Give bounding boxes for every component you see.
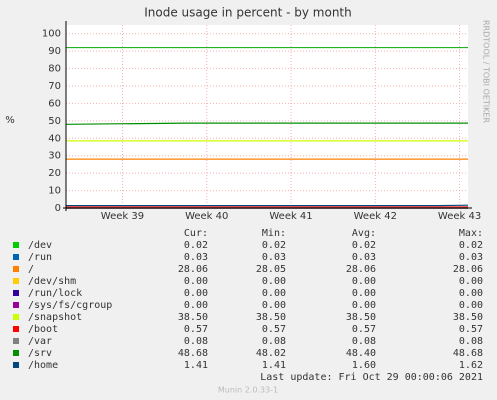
legend-stat: 0.08 [459, 336, 483, 347]
legend-label: / [28, 264, 34, 275]
legend-header: Min: [262, 228, 286, 239]
legend-swatch [13, 278, 19, 284]
legend-stat: 0.57 [184, 324, 208, 335]
legend-label: /run [28, 252, 52, 263]
legend-stat: 0.00 [184, 288, 208, 299]
legend-swatch [13, 254, 19, 260]
legend-stat: 1.41 [184, 360, 208, 371]
legend-stat: 0.00 [184, 300, 208, 311]
legend-stat: 28.06 [453, 264, 483, 275]
y-tick-label: 50 [48, 116, 61, 127]
legend-stat: 0.00 [459, 288, 483, 299]
legend-stat: 38.50 [346, 312, 376, 323]
y-tick-label: 40 [48, 133, 61, 144]
legend-header: Avg: [352, 228, 376, 239]
legend-stat: 1.60 [352, 360, 376, 371]
y-tick-label: 10 [48, 186, 61, 197]
legend-stat: 0.08 [262, 336, 286, 347]
legend-label: /snapshot [28, 312, 82, 323]
legend-stat: 0.00 [352, 288, 376, 299]
legend-stat: 0.00 [262, 300, 286, 311]
y-tick-label: 90 [48, 46, 61, 57]
y-axis-label: % [5, 115, 15, 126]
x-tick-label: Week 40 [185, 211, 228, 222]
legend-stat: 0.02 [184, 240, 208, 251]
legend-stat: 0.00 [262, 288, 286, 299]
legend-stat: 0.57 [262, 324, 286, 335]
legend-stat: 0.03 [352, 252, 376, 263]
legend-swatch [13, 302, 19, 308]
plot-area [66, 25, 468, 208]
footer: Munin 2.0.33-1 [218, 386, 278, 395]
legend-label: /srv [28, 348, 52, 359]
legend-stat: 48.68 [178, 348, 208, 359]
legend-swatch [13, 338, 19, 344]
legend-stat: 48.40 [346, 348, 376, 359]
legend-stat: 0.00 [459, 300, 483, 311]
legend-swatch [13, 290, 19, 296]
legend-stat: 38.50 [256, 312, 286, 323]
chart-title: Inode usage in percent - by month [144, 6, 351, 20]
legend-stat: 0.03 [184, 252, 208, 263]
y-tick-label: 30 [48, 151, 61, 162]
legend-swatch [13, 314, 19, 320]
legend-stat: 1.41 [262, 360, 286, 371]
legend-stat: 0.02 [352, 240, 376, 251]
legend-stat: 0.00 [352, 300, 376, 311]
y-tick-label: 100 [42, 29, 61, 40]
legend-swatch [13, 266, 19, 272]
legend-swatch [13, 326, 19, 332]
last-update: Last update: Fri Oct 29 00:00:06 2021 [260, 372, 483, 383]
legend-stat: 28.05 [256, 264, 286, 275]
legend-stat: 28.06 [346, 264, 376, 275]
legend-stat: 0.02 [262, 240, 286, 251]
legend-header: Max: [459, 228, 483, 239]
legend-stat: 0.00 [262, 276, 286, 287]
legend-swatch [13, 362, 19, 368]
legend-stat: 38.50 [178, 312, 208, 323]
legend-stat: 0.00 [184, 276, 208, 287]
series-line [65, 122, 468, 125]
legend-stat: 28.06 [178, 264, 208, 275]
legend-stat: 38.50 [453, 312, 483, 323]
legend-stat: 48.02 [256, 348, 286, 359]
legend-stat: 0.08 [184, 336, 208, 347]
legend-label: /home [28, 360, 58, 371]
y-tick-label: 0 [55, 203, 61, 214]
legend-label: /var [28, 336, 52, 347]
legend-stat: 0.57 [459, 324, 483, 335]
legend-label: /dev [28, 240, 52, 251]
y-tick-label: 20 [48, 168, 61, 179]
legend-stat: 0.08 [352, 336, 376, 347]
legend-stat: 0.57 [352, 324, 376, 335]
side-label: RRDTOOL / TOBI OETIKER [482, 20, 491, 123]
legend-stat: 0.03 [459, 252, 483, 263]
legend-label: /boot [28, 324, 58, 335]
legend-stat: 0.02 [459, 240, 483, 251]
legend-stat: 1.62 [459, 360, 483, 371]
legend-stat: 0.03 [262, 252, 286, 263]
legend-label: /sys/fs/cgroup [28, 300, 112, 311]
legend-stat: 0.00 [459, 276, 483, 287]
x-tick-label: Week 42 [354, 211, 397, 222]
legend-header: Cur: [184, 228, 208, 239]
legend-stat: 48.68 [453, 348, 483, 359]
legend-swatch [13, 242, 19, 248]
legend-stat: 0.00 [352, 276, 376, 287]
x-tick-label: Week 43 [438, 211, 481, 222]
y-tick-label: 80 [48, 64, 61, 75]
x-tick-label: Week 41 [269, 211, 312, 222]
legend-swatch [13, 350, 19, 356]
legend-label: /dev/shm [28, 276, 76, 287]
y-tick-label: 70 [48, 81, 61, 92]
legend-label: /run/lock [28, 288, 82, 299]
y-tick-label: 60 [48, 98, 61, 109]
x-tick-label: Week 39 [101, 211, 144, 222]
